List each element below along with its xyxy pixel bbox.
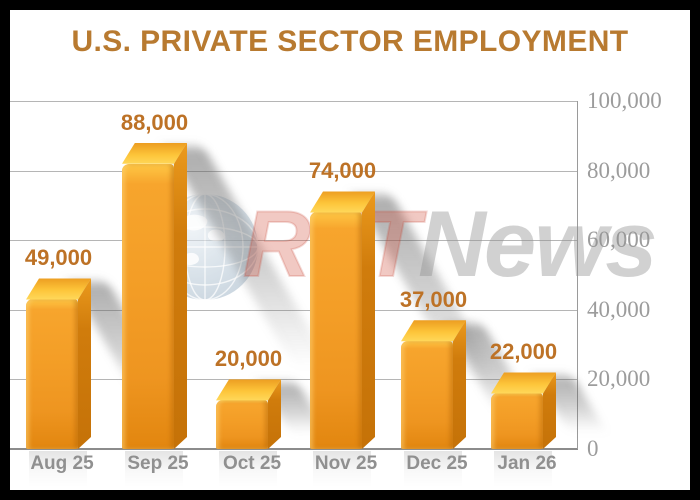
brand-watermark-news: News (418, 191, 658, 296)
gridline (10, 379, 578, 381)
y-tick-label: 40,000 (587, 296, 651, 322)
bar-side-face (362, 191, 375, 449)
y-tick-label: 20,000 (587, 366, 651, 392)
bar-value-label: 74,000 (308, 158, 377, 184)
bar-value-label: 49,000 (24, 245, 93, 271)
bar-top-face (491, 372, 556, 394)
bar-side-face (453, 320, 466, 449)
y-tick-label: 100,000 (587, 88, 662, 113)
bar-value-label: 37,000 (399, 287, 468, 313)
x-tick-label: Nov 25 (314, 453, 378, 474)
bar-front-face (122, 163, 174, 449)
gridline (10, 240, 578, 242)
bar-side-face (543, 372, 556, 449)
chart-title: U.S. PRIVATE SECTOR EMPLOYMENT (71, 25, 629, 58)
bar-front-face (26, 299, 78, 449)
bar-side-face (268, 379, 281, 449)
bar-reflection (404, 451, 462, 487)
bar (122, 142, 187, 449)
y-tick-label: 80,000 (587, 157, 651, 183)
bar-reflection (313, 451, 371, 487)
bar (310, 191, 375, 449)
bar (216, 379, 281, 449)
x-tick-label: Sep 25 (127, 453, 189, 474)
bar-top-face (310, 191, 375, 213)
x-tick-label: Dec 25 (406, 453, 468, 474)
bar-value-label: 20,000 (214, 346, 283, 372)
x-tick-label: Oct 25 (222, 453, 282, 474)
bar-top-face (401, 320, 466, 342)
bar-reflection (494, 451, 552, 487)
gridline (10, 101, 578, 102)
bar-side-face (78, 278, 91, 449)
y-tick-label: 60,000 (587, 227, 651, 253)
bar-front-face (310, 212, 362, 449)
gridline (10, 170, 578, 172)
bar-reflection (29, 451, 87, 487)
y-axis-line (577, 101, 578, 449)
bar-reflection (125, 451, 183, 487)
bar (491, 372, 556, 449)
bar-front-face (216, 400, 268, 449)
bar-top-face (122, 142, 187, 164)
bar-side-face (174, 142, 187, 449)
brand-watermark: RTTNews (242, 191, 658, 296)
bar-reflection (219, 451, 277, 487)
x-tick-label: Jan 26 (497, 453, 557, 474)
y-tick-label: 0 (587, 436, 599, 461)
bar-top-face (26, 278, 91, 300)
x-axis-baseline (10, 448, 578, 450)
bar-front-face (491, 393, 543, 449)
bar-front-face (401, 341, 453, 449)
bar-value-label: 22,000 (489, 339, 558, 365)
x-tick-label: Aug 25 (30, 453, 94, 474)
bar-top-face (216, 379, 281, 401)
bar (401, 320, 466, 449)
bar (26, 278, 91, 449)
bar-value-label: 88,000 (120, 109, 189, 135)
